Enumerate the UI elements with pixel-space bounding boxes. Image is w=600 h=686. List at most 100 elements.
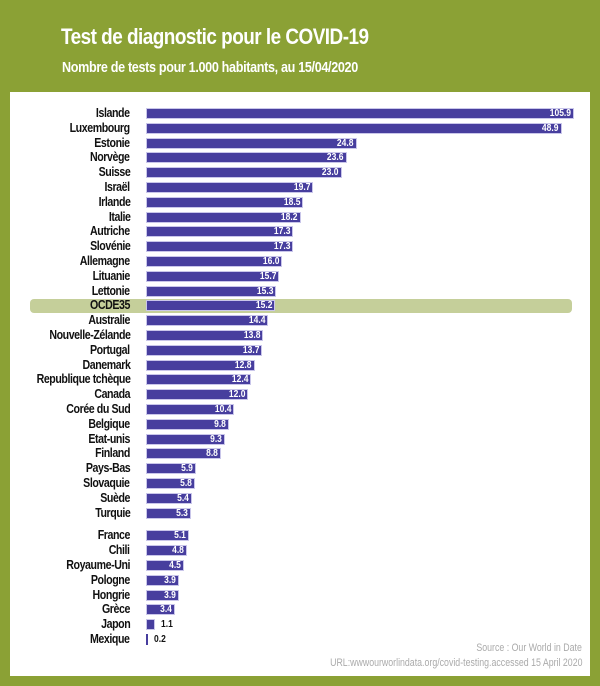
category-label: Etat-unis	[88, 431, 130, 446]
bar	[146, 167, 342, 179]
value-label: 8.8	[205, 448, 218, 460]
category-label: Mexique	[90, 632, 130, 646]
category-label: Australie	[88, 313, 130, 328]
bar	[146, 330, 264, 341]
source-text: Source : Our World in Date	[476, 642, 582, 654]
bar	[146, 619, 156, 631]
value-label: 15.3	[256, 285, 274, 297]
category-label: Grèce	[101, 602, 130, 617]
bar	[146, 418, 230, 430]
category-label: Suède	[100, 490, 130, 505]
value-label: 24.8	[337, 137, 354, 149]
bar	[146, 211, 301, 223]
value-label: 19.7	[293, 182, 311, 193]
category-label: Pologne	[91, 572, 130, 587]
bar	[146, 122, 562, 134]
bar	[146, 560, 185, 571]
value-label: 48.9	[542, 122, 559, 134]
bar	[146, 344, 263, 356]
category-label: Finland	[95, 446, 130, 461]
chart-title: Test de diagnostic pour le COVID-19	[61, 24, 369, 49]
category-label: Autriche	[90, 224, 130, 239]
category-label: Hongrie	[92, 587, 131, 602]
value-label: 10.4	[214, 404, 232, 415]
category-label: Canada	[94, 387, 130, 402]
bar	[146, 589, 180, 601]
bar	[146, 545, 187, 557]
bar	[146, 196, 304, 208]
category-label: Belgique	[88, 416, 131, 431]
bar	[146, 404, 235, 415]
category-label: Islande	[96, 106, 130, 120]
value-label: 5.1	[174, 530, 187, 542]
bar	[146, 359, 255, 371]
category-label: Suisse	[98, 165, 130, 180]
bar	[146, 507, 192, 519]
value-label: 15.2	[255, 300, 273, 312]
value-label: 17.3	[273, 241, 291, 253]
bar	[146, 574, 180, 586]
bar	[146, 492, 192, 504]
value-label: 18.2	[281, 211, 298, 223]
value-label: 9.8	[214, 418, 227, 430]
category-label: OCDE35	[90, 298, 130, 313]
bar	[146, 463, 197, 475]
category-label: Israël	[104, 180, 131, 194]
bar	[146, 315, 269, 327]
value-label: 18.5	[283, 196, 301, 208]
value-label: 5.9	[181, 463, 194, 475]
category-label: Nouvelle-Zélande	[48, 328, 131, 342]
value-label: 15.7	[259, 270, 277, 282]
value-label: 4.8	[171, 545, 184, 557]
category-label: Republique tchèque	[36, 372, 130, 387]
value-label: 23.0	[321, 167, 339, 179]
bar	[146, 478, 196, 489]
category-label: Slovaquie	[83, 476, 131, 490]
value-label: 9.3	[210, 433, 223, 445]
category-label: Royaume-Uni	[66, 558, 130, 572]
value-label: 14.4	[248, 315, 266, 327]
value-label: 5.3	[176, 507, 189, 519]
category-label: Japon	[100, 617, 131, 632]
value-label: 16.0	[262, 256, 279, 267]
bar	[146, 270, 280, 282]
category-label: Slovénie	[89, 239, 131, 254]
chart-subtitle: Nombre de tests pour 1.000 habitants, au…	[62, 59, 358, 76]
bar	[146, 634, 148, 645]
value-label: 3.4	[160, 604, 172, 616]
category-label: Italie	[108, 209, 130, 224]
value-label: 23.6	[327, 152, 344, 164]
category-label: Luxembourg	[69, 120, 131, 135]
category-label: Allemagne	[80, 254, 130, 268]
source-url: URL:wwwourworlindata.org/covid-testing.a…	[329, 657, 582, 669]
bar	[146, 448, 221, 460]
bar	[146, 285, 277, 297]
category-label: Lituanie	[92, 268, 131, 283]
value-label: 0.2	[154, 634, 166, 645]
bar	[146, 241, 294, 253]
category-label: Norvège	[90, 150, 130, 165]
value-label: 12.0	[228, 389, 245, 401]
category-label: Chili	[109, 543, 130, 558]
category-label: Corée du Sud	[66, 402, 130, 416]
value-label: 17.3	[273, 226, 291, 238]
bar	[146, 256, 282, 267]
value-label: 13.8	[243, 330, 261, 341]
bar	[146, 433, 226, 445]
bar	[146, 137, 357, 149]
bar	[146, 108, 575, 119]
value-label: 1.1	[161, 619, 174, 631]
bar	[146, 374, 252, 386]
category-label: Portugal	[90, 342, 130, 357]
category-label: Lettonie	[92, 283, 130, 298]
value-label: 12.8	[235, 359, 252, 371]
category-label: Turquie	[94, 505, 131, 520]
value-label: 3.9	[164, 574, 177, 586]
value-label: 13.7	[242, 344, 260, 356]
chart-panel: Source : Our World in Date URL:wwwourwor…	[10, 92, 590, 676]
value-label: 4.5	[169, 560, 182, 571]
category-label: Irlande	[98, 194, 130, 209]
bar	[146, 226, 294, 238]
bar	[146, 530, 190, 542]
bar	[146, 300, 276, 312]
